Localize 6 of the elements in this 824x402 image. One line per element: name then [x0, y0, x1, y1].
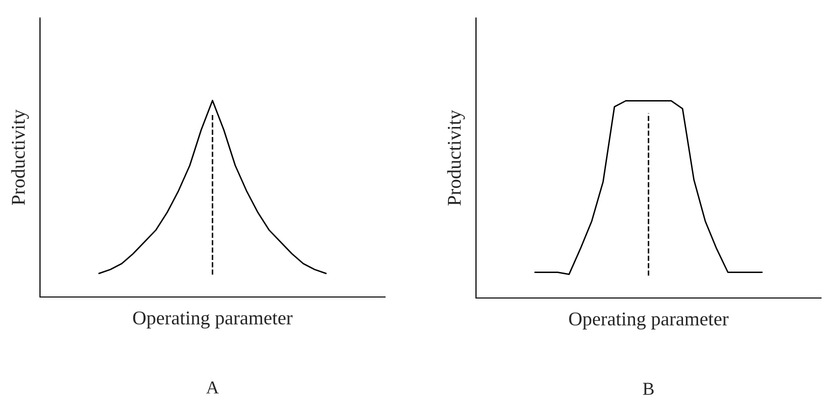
x-axis-title: Operating parameter	[569, 312, 728, 330]
text: A	[206, 381, 219, 394]
y-axis-title: Productivity	[11, 110, 29, 206]
text: B	[642, 382, 654, 395]
x-axis-title: Operating parameter	[133, 311, 292, 329]
y-axis-title: Productivity	[447, 110, 465, 206]
